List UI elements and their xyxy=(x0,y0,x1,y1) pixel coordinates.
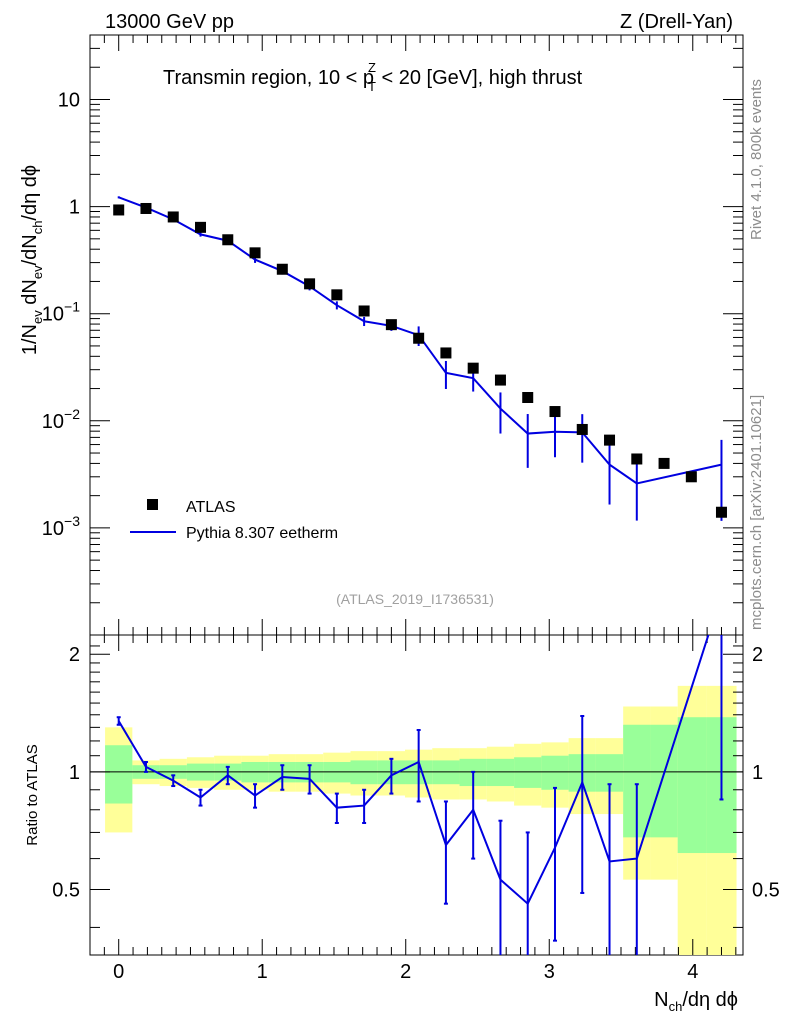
band-inner xyxy=(105,745,133,804)
ratio-uncertainty-bands xyxy=(105,685,737,955)
data-point xyxy=(276,263,288,275)
y-tick-label: 10−3 xyxy=(42,513,80,540)
ratio-tick-label: 0.5 xyxy=(52,880,80,902)
data-point xyxy=(522,391,534,403)
data-point xyxy=(222,234,234,246)
title-suffix: < 20 [GeV], high thrust xyxy=(376,67,583,89)
data-point xyxy=(413,332,425,344)
band-inner xyxy=(677,717,707,854)
y-tick-exp: −1 xyxy=(64,299,80,315)
y-tick-base: 10 xyxy=(42,518,64,540)
ylabel-part4: /dη dϕ xyxy=(19,165,41,221)
ylabel-part3: /dN xyxy=(19,234,41,265)
x-tick-label: 1 xyxy=(257,961,268,983)
y-tick-base: 10 xyxy=(42,411,64,433)
x-tick-label: 3 xyxy=(544,961,555,983)
data-point xyxy=(140,202,152,214)
title-sup: Z xyxy=(368,60,376,75)
data-point xyxy=(658,457,670,469)
header-left: 13000 GeV pp xyxy=(105,11,234,33)
xlabel-sub: ch xyxy=(669,999,683,1014)
band-inner xyxy=(486,758,515,787)
header-right: Z (Drell-Yan) xyxy=(620,11,733,33)
y-tick-exp: −3 xyxy=(64,513,80,529)
x-tick-label: 0 xyxy=(113,961,124,983)
ratio-tick-label-right: 0.5 xyxy=(752,880,780,902)
data-point xyxy=(576,423,588,435)
data-point xyxy=(331,289,343,301)
ylabel-sub1: ev xyxy=(30,310,45,324)
y-tick-label: 10−2 xyxy=(42,406,80,433)
data-point xyxy=(467,362,479,374)
mc-series-ratio xyxy=(116,635,724,955)
ratio-tick-label: 1 xyxy=(69,762,80,784)
y-tick-base: 10 xyxy=(58,89,80,111)
legend-mc-label: Pythia 8.307 eetherm xyxy=(186,525,338,542)
ylabel-part2: dN xyxy=(19,279,41,310)
data-point xyxy=(113,204,125,216)
y-tick-base: 1 xyxy=(69,197,80,219)
y-tick-label: 1 xyxy=(69,197,80,219)
y-tick-label: 10−1 xyxy=(42,299,80,326)
data-point xyxy=(304,278,316,290)
data-point xyxy=(167,211,179,223)
y-tick-base: 10 xyxy=(42,304,64,326)
ratio-tick-label-right: 1 xyxy=(752,762,763,784)
data-point xyxy=(604,434,616,446)
x-tick-label: 4 xyxy=(687,961,698,983)
ratio-y-axis-label: Ratio to ATLAS xyxy=(24,744,41,845)
data-point xyxy=(685,471,697,483)
axis-ticks xyxy=(89,34,743,955)
ylabel-sub3: ch xyxy=(30,221,45,235)
data-point xyxy=(549,406,561,418)
legend-data-label: ATLAS xyxy=(186,499,236,516)
data-point xyxy=(358,305,370,317)
data-point xyxy=(249,247,261,259)
xlabel-rest: /dη dϕ xyxy=(682,989,738,1011)
data-point xyxy=(715,506,727,518)
mc-series-main xyxy=(117,196,723,521)
data-point xyxy=(494,374,506,386)
ylabel-sub2: ev xyxy=(30,265,45,279)
ratio-tick-label-right: 2 xyxy=(752,644,763,666)
ratio-plot-frame xyxy=(89,634,744,956)
analysis-label: (ATLAS_2019_I1736531) xyxy=(336,591,494,607)
rivet-label: Rivet 4.1.0, 800k events xyxy=(748,79,765,240)
x-tick-label: 2 xyxy=(400,961,411,983)
mcplots-label: mcplots.cern.ch [arXiv:2401.10621] xyxy=(748,395,765,630)
data-point xyxy=(631,453,643,465)
y-tick-exp: −2 xyxy=(64,406,80,422)
plot-title: Transmin region, 10 < pTZ < 20 [GeV], hi… xyxy=(163,60,583,94)
data-point xyxy=(195,221,207,233)
ratio-tick-label: 2 xyxy=(69,644,80,666)
data-point xyxy=(440,347,452,359)
x-axis-label: Nch/dη dϕ xyxy=(654,989,738,1014)
legend-data-marker xyxy=(147,499,158,510)
band-inner xyxy=(514,757,542,788)
y-tick-label: 10 xyxy=(58,89,80,111)
title-sub: T xyxy=(368,79,376,94)
data-series-main xyxy=(113,202,727,518)
y-axis-label: 1/Nev dNev/dNch/dη dϕ xyxy=(19,165,45,355)
band-inner xyxy=(541,755,569,790)
data-point xyxy=(385,319,397,331)
